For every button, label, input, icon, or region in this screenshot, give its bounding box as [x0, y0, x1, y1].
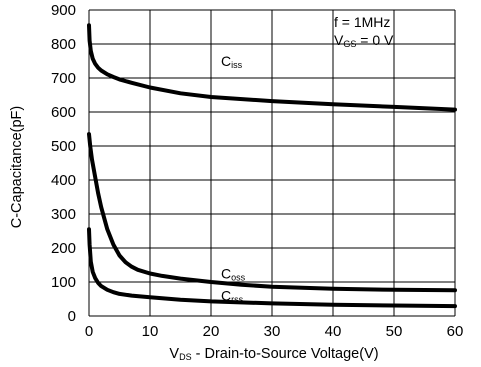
condition-rest: = 0 V	[356, 32, 394, 48]
series-label-rss: Crss	[221, 288, 244, 305]
x-tick-label: 50	[386, 323, 403, 340]
series-label-main: C	[221, 53, 231, 69]
x-axis-label-rest: - Drain-to-Source Voltage(V)	[192, 346, 379, 362]
y-tick-label: 100	[51, 274, 76, 291]
y-tick-label: 500	[51, 138, 76, 155]
x-axis-label: VDS - Drain-to-Source Voltage(V)	[169, 346, 378, 362]
x-tick-label: 30	[264, 323, 281, 340]
condition-subscript: GS	[343, 39, 356, 49]
series-line-iss	[87, 23, 457, 112]
condition-main: f = 1MHz	[334, 14, 390, 30]
series-label-oss: Coss	[221, 266, 246, 283]
x-tick-label: 10	[142, 323, 159, 340]
y-tick-label: 600	[51, 104, 76, 121]
y-tick-label: 400	[51, 172, 76, 189]
test-conditions: f = 1MHz VGS = 0 V	[334, 14, 394, 49]
series-label-main: C	[221, 288, 231, 304]
x-axis-ticks: 0 10 20 30 40 50 60	[85, 323, 464, 340]
y-tick-label: 300	[51, 206, 76, 223]
condition-line: f = 1MHz	[334, 14, 390, 30]
x-tick-label: 40	[325, 323, 342, 340]
y-tick-label: 200	[51, 240, 76, 257]
x-tick-label: 20	[203, 323, 220, 340]
y-tick-label: 0	[68, 308, 76, 325]
condition-main: V	[334, 32, 344, 48]
y-axis-ticks: 0 100 200 300 400 500 600 700 800 900	[51, 2, 76, 325]
grid	[88, 9, 456, 317]
x-tick-label: 60	[447, 323, 464, 340]
series-label-subscript: oss	[231, 273, 246, 283]
x-axis-label-main: V	[169, 346, 179, 362]
y-tick-label: 800	[51, 36, 76, 53]
y-tick-label: 900	[51, 2, 76, 19]
y-tick-label: 700	[51, 70, 76, 87]
x-axis-label-subscript: DS	[179, 352, 192, 362]
series-line-oss	[87, 132, 457, 293]
series-label-subscript: iss	[231, 60, 242, 70]
series-label-iss: Ciss	[221, 53, 243, 70]
condition-line: VGS = 0 V	[334, 32, 394, 49]
series-label-main: C	[221, 266, 231, 282]
series-group	[87, 23, 457, 309]
series-line-rss	[87, 227, 457, 309]
x-tick-label: 0	[85, 323, 93, 340]
series-label-subscript: rss	[231, 295, 243, 305]
y-axis-label: C-Capacitance(pF)	[9, 106, 25, 229]
